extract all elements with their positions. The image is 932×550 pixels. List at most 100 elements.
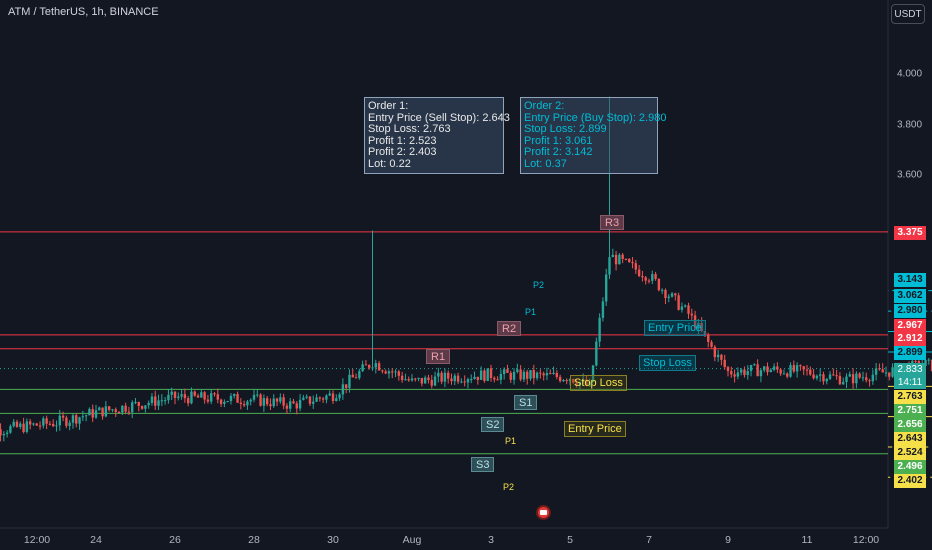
order2-line: Lot: 0.37 [524, 157, 567, 170]
bar-countdown: 14:11 [897, 377, 923, 388]
candle-body [325, 395, 328, 400]
candle-body [341, 384, 345, 395]
candle-body [12, 421, 15, 427]
candle-body [763, 366, 766, 371]
level-label-s1[interactable]: S1 [514, 395, 538, 410]
candle-body [381, 370, 384, 372]
candle-body [285, 405, 289, 409]
candle-body [52, 423, 55, 427]
candle-body [637, 269, 641, 277]
candle-body [45, 418, 48, 424]
candle-body [871, 374, 875, 382]
price-tag-stoploss-buy: 2.899 [894, 346, 926, 360]
candle-body [578, 381, 582, 386]
candle-body [855, 373, 858, 384]
candle-body [677, 295, 680, 310]
candle-body [282, 397, 285, 406]
time-tick: 30 [327, 534, 339, 546]
candle-body [223, 401, 226, 404]
candle-body [236, 394, 239, 403]
stop-loss-buy-label[interactable]: Stop Loss [639, 355, 696, 371]
candle-body [838, 376, 842, 385]
level-label-r2[interactable]: R2 [497, 321, 522, 336]
p1-buy-label: P1 [525, 307, 537, 317]
candle-body [414, 378, 417, 380]
candle-body [624, 258, 628, 260]
candle-body [22, 423, 25, 432]
candle-body [644, 277, 647, 281]
candle-body [746, 371, 749, 376]
level-label-s3[interactable]: S3 [471, 457, 495, 472]
candle-body [809, 369, 812, 375]
candle-body [318, 397, 322, 399]
candle-body [121, 405, 124, 413]
candle-body [674, 293, 677, 296]
candle-body [239, 402, 243, 405]
stop-loss-sell-label[interactable]: Stop Loss [570, 375, 627, 391]
candle-body [927, 359, 930, 361]
level-label-r3[interactable]: R3 [600, 215, 625, 230]
candle-body [272, 398, 275, 407]
level-label-r1[interactable]: R1 [426, 349, 451, 364]
time-tick: 12:00 [852, 534, 880, 546]
candle-body [443, 372, 447, 382]
candle-body [177, 396, 180, 398]
candle-body [693, 315, 697, 329]
candle-body [160, 400, 164, 402]
ideas-icon[interactable] [536, 505, 551, 520]
candle-body [328, 393, 331, 396]
candle-body [371, 367, 374, 369]
candle-body [111, 409, 114, 411]
price-tag-r2: 2.967 [894, 319, 926, 333]
candle-body [107, 406, 111, 410]
order2-box[interactable]: Order 2: Entry Price (Buy Stop): 2.980 S… [520, 97, 666, 174]
candle-body [463, 381, 466, 383]
candle-body [628, 258, 631, 263]
level-label-s2[interactable]: S2 [481, 417, 505, 432]
candle-body [516, 369, 519, 372]
candle-body [598, 317, 601, 342]
price-tag-profit2-buy: 3.143 [894, 273, 926, 287]
candle-body [387, 371, 391, 374]
candle-body [259, 394, 262, 406]
candle-body [58, 415, 61, 426]
price-tag-s2: 2.656 [894, 418, 926, 432]
candle-body [170, 391, 173, 395]
candle-body [529, 370, 532, 379]
candle-body [667, 296, 670, 299]
candle-body [687, 305, 690, 314]
entry-price-sell-label[interactable]: Entry Price [564, 421, 626, 437]
time-tick: 28 [248, 534, 260, 546]
candle-body [585, 379, 588, 386]
candle-body [845, 376, 848, 382]
candle-body [647, 280, 651, 282]
candle-body [68, 422, 71, 426]
candle-body [690, 313, 693, 316]
candle-body [127, 411, 131, 413]
candle-body [720, 354, 723, 360]
candle-body [562, 380, 565, 382]
candle-body [417, 377, 420, 379]
candle-body [407, 379, 410, 381]
candle-body [147, 403, 150, 406]
candle-body [828, 374, 832, 379]
candle-body [532, 370, 535, 379]
candle-body [888, 372, 891, 377]
candle-body [216, 394, 219, 400]
candle-body [98, 407, 101, 411]
currency-button[interactable]: USDT [891, 4, 925, 24]
candle-body [377, 363, 381, 371]
candle-body [851, 374, 855, 384]
candle-body [769, 369, 772, 373]
candle-body [749, 365, 753, 372]
candle-body [789, 365, 792, 377]
candle-body [71, 415, 75, 423]
candle-body [298, 399, 302, 409]
candle-body [608, 257, 611, 275]
entry-price-buy-label[interactable]: Entry Price [644, 320, 706, 336]
order1-box[interactable]: Order 1: Entry Price (Sell Stop): 2.643 … [364, 97, 510, 174]
candle-body [881, 369, 884, 373]
candle-body [144, 405, 147, 409]
candle-body [203, 392, 206, 400]
